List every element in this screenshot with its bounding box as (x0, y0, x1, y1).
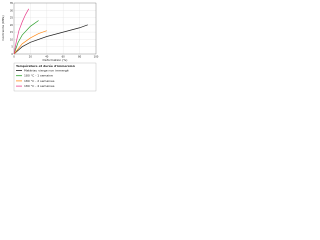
x-tick-label: 0 (13, 55, 15, 59)
legend-label: 180 °C - 2 semaines (24, 79, 55, 83)
chart: Contrainte (MPa) Déformation (%) Tempéra… (1, 1, 99, 92)
x-tick-label: 40 (45, 55, 49, 59)
legend-label: 180 °C - 1 semaine (24, 74, 53, 78)
y-tick-label: 25 (10, 16, 14, 20)
x-tick-label: 80 (78, 55, 82, 59)
plot-frame (13, 2, 97, 55)
legend-label: 180 °C - 4 semaines (24, 84, 55, 88)
y-axis-label: Contrainte (MPa) (1, 15, 5, 40)
series-line (13, 8, 30, 55)
legend-box (13, 62, 97, 92)
y-tick-label: 5 (11, 45, 13, 49)
legend-label: Matériau vierge non immergé (24, 69, 69, 73)
x-tick-label: 60 (62, 55, 66, 59)
x-axis-label: Déformation (%) (43, 58, 68, 62)
series-line (13, 20, 39, 55)
y-tick-label: 15 (10, 30, 14, 34)
y-tick-label: 20 (10, 23, 14, 27)
y-tick-label: 35 (10, 1, 14, 5)
legend-title: Température et durée d'immersion (16, 64, 75, 68)
x-tick-label: 20 (29, 55, 33, 59)
series-line (13, 30, 47, 55)
y-tick-label: 0 (11, 52, 13, 56)
page: Contrainte (MPa) Déformation (%) Tempéra… (0, 0, 320, 93)
y-tick-label: 10 (10, 37, 14, 41)
series-line (13, 24, 88, 55)
y-tick-label: 30 (10, 8, 14, 12)
x-tick-label: 100 (94, 55, 99, 59)
